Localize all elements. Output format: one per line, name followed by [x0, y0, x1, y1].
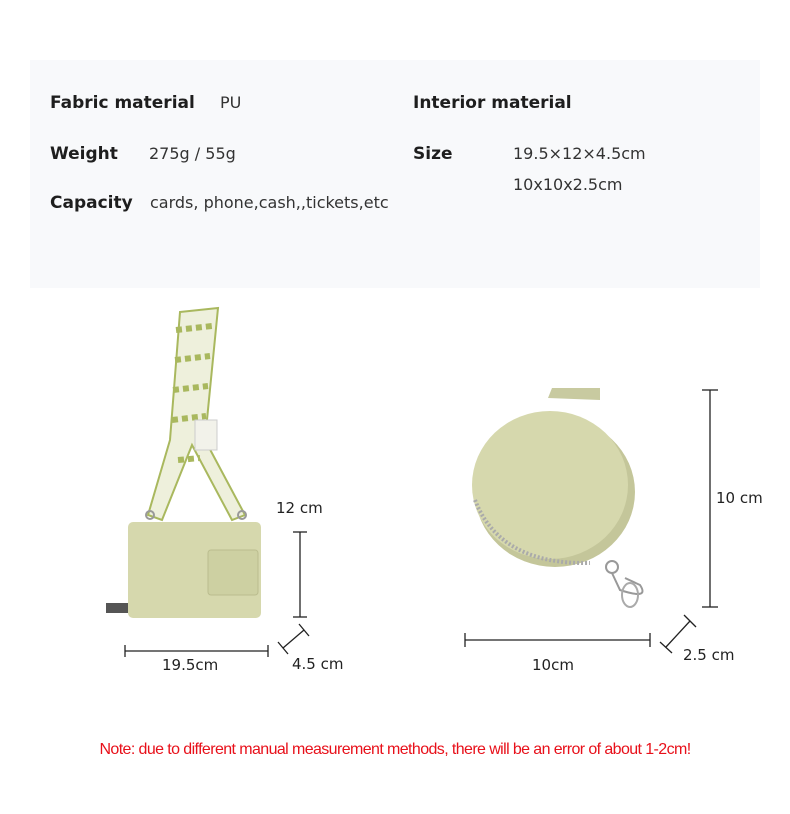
size-label: Size — [413, 144, 453, 164]
spec-panel — [30, 60, 760, 288]
size-value-2: 10x10x2.5cm — [513, 175, 623, 194]
dimension-lines — [124, 389, 718, 657]
crossbody-bag-image — [106, 306, 261, 618]
crossbody-width-label: 19.5cm — [162, 656, 219, 674]
fabric-material-label: Fabric material — [50, 93, 195, 113]
size-value-1: 19.5×12×4.5cm — [513, 144, 646, 163]
crossbody-depth-label: 4.5 cm — [292, 655, 344, 673]
fabric-material-value: PU — [220, 93, 242, 112]
crossbody-height-label: 12 cm — [276, 499, 323, 517]
weight-value: 275g / 55g — [149, 144, 236, 163]
weight-label: Weight — [50, 144, 118, 164]
coin-purse-width-label: 10cm — [532, 656, 574, 674]
interior-material-label: Interior material — [413, 93, 572, 113]
capacity-label: Capacity — [50, 193, 133, 213]
capacity-value: cards, phone,cash,,tickets,etc — [150, 193, 389, 212]
measurement-note: Note: due to different manual measuremen… — [99, 741, 691, 758]
coin-purse-height-label: 10 cm — [716, 489, 763, 507]
coin-purse-image — [472, 388, 644, 608]
coin-purse-depth-label: 2.5 cm — [683, 646, 735, 664]
